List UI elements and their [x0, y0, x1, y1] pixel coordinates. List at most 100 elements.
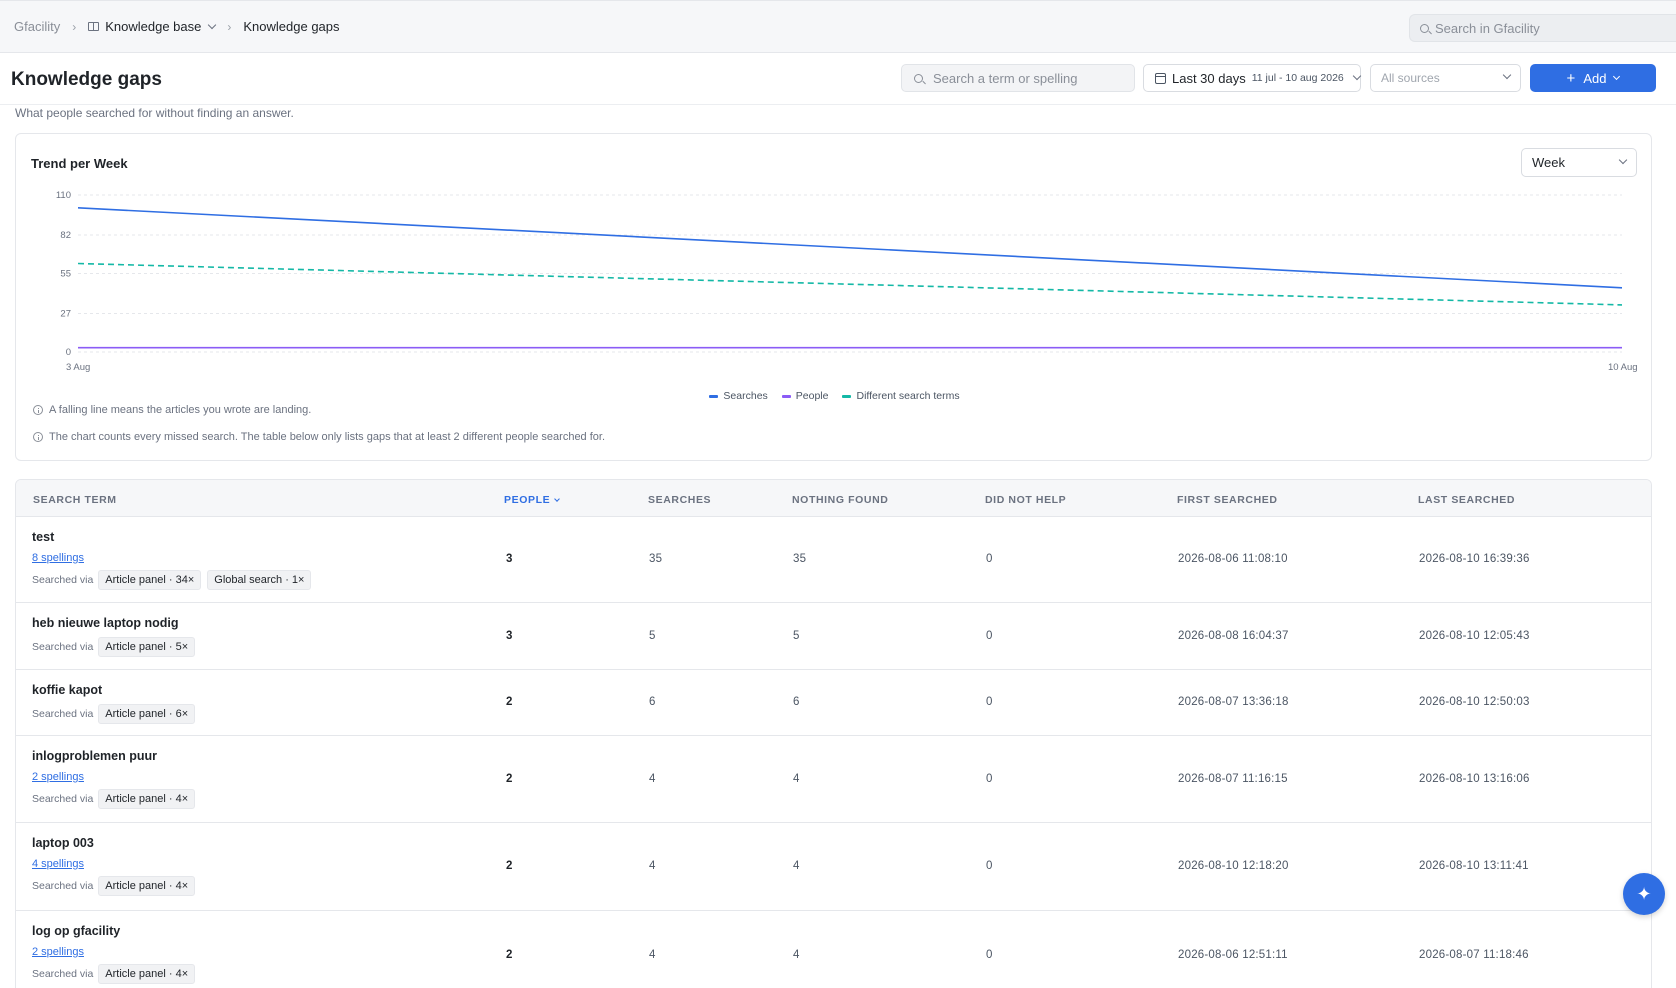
- source-chip: Article panel · 6×: [98, 704, 196, 724]
- spellings-link[interactable]: 2 spellings: [32, 771, 84, 783]
- spellings-link[interactable]: 8 spellings: [32, 552, 84, 564]
- last-searched: 2026-08-10 12:05:43: [1419, 630, 1530, 642]
- searched-via: Searched via Article panel · 4×: [32, 789, 201, 809]
- x-tick-label: 10 Aug: [1608, 362, 1638, 373]
- column-header-people-label: PEOPLE: [504, 494, 551, 506]
- column-header-did-not-help[interactable]: DID NOT HELP: [985, 494, 1067, 506]
- chart-note-2-text: The chart counts every missed search. Th…: [49, 431, 606, 443]
- global-search-input[interactable]: [1435, 20, 1655, 36]
- chart-note-2: The chart counts every missed search. Th…: [33, 431, 605, 443]
- first-searched: 2026-08-08 16:04:37: [1178, 630, 1289, 642]
- granularity-select[interactable]: Week: [1521, 148, 1637, 177]
- searches-count: 4: [649, 949, 656, 961]
- y-tick-label: 27: [60, 308, 71, 319]
- table-row[interactable]: laptop 003 4 spellings Searched via Article…: [16, 823, 1651, 911]
- y-tick-label: 82: [60, 230, 71, 241]
- last-searched: 2026-08-10 16:39:36: [1419, 553, 1530, 565]
- sources-select[interactable]: All sources: [1370, 64, 1521, 92]
- legend-item[interactable]: Searches: [709, 390, 768, 402]
- searched-via-label: Searched via: [32, 708, 94, 720]
- granularity-value: Week: [1532, 155, 1565, 170]
- table-row[interactable]: log op gfacility 2 spellings Searched via A…: [16, 911, 1651, 988]
- searched-via-label: Searched via: [32, 641, 94, 653]
- first-searched: 2026-08-07 11:16:15: [1178, 773, 1288, 785]
- date-range-picker[interactable]: Last 30 days 11 jul - 10 aug 2026: [1143, 64, 1362, 92]
- searched-via-label: Searched via: [32, 880, 94, 892]
- calendar-icon: [1155, 72, 1166, 84]
- searches-count: 5: [649, 630, 656, 642]
- chart-legend: Searches People Different search terms: [16, 390, 1653, 402]
- legend-item[interactable]: People: [781, 390, 828, 402]
- search-icon: [914, 73, 923, 83]
- table-row[interactable]: test 8 spellings Searched via Article panel…: [16, 517, 1651, 603]
- legend-label: Different search terms: [856, 390, 960, 402]
- global-search: [1409, 14, 1676, 42]
- chevron-down-icon: [1613, 72, 1621, 80]
- column-header-nothing-found[interactable]: NOTHING FOUND: [792, 494, 889, 506]
- did-not-help-count: 0: [986, 630, 993, 642]
- last-searched: 2026-08-07 11:18:46: [1419, 949, 1529, 961]
- legend-label: Searches: [723, 390, 768, 402]
- info-icon: [33, 405, 43, 415]
- legend-swatch: [781, 394, 791, 398]
- search-term: test: [32, 530, 55, 544]
- series-line-searches: [77, 207, 1623, 289]
- info-icon: [33, 432, 43, 442]
- first-searched: 2026-08-07 13:36:18: [1178, 696, 1289, 708]
- nothing-found-count: 4: [793, 773, 800, 785]
- legend-item[interactable]: Different search terms: [842, 390, 960, 402]
- did-not-help-count: 0: [986, 949, 993, 961]
- page-header: Knowledge gaps Last 30 days 11 jul - 10 …: [0, 53, 1676, 105]
- chevron-down-icon: [1502, 70, 1512, 80]
- ai-assistant-button[interactable]: ✦: [1623, 873, 1665, 915]
- knowledge-gaps-table: SEARCH TERM PEOPLE SEARCHES NOTHING FOUN…: [15, 479, 1652, 988]
- table-header: SEARCH TERM PEOPLE SEARCHES NOTHING FOUN…: [16, 480, 1651, 517]
- table-row[interactable]: inlogproblemen puur 2 spellings Searched v…: [16, 736, 1651, 823]
- y-tick-label: 110: [56, 190, 71, 201]
- did-not-help-count: 0: [986, 773, 993, 785]
- column-header-first-searched[interactable]: FIRST SEARCHED: [1177, 494, 1278, 506]
- search-term: laptop 003: [32, 836, 94, 850]
- did-not-help-count: 0: [986, 553, 993, 565]
- book-icon: [88, 22, 100, 31]
- last-searched: 2026-08-10 12:50:03: [1419, 696, 1530, 708]
- nothing-found-count: 6: [793, 696, 800, 708]
- breadcrumb-section[interactable]: Knowledge base: [88, 19, 217, 34]
- search-term: heb nieuwe laptop nodig: [32, 616, 179, 630]
- spellings-link[interactable]: 4 spellings: [32, 858, 84, 870]
- trend-chart-card: Trend per Week Week 0 27 55 82 110 3 Aug 10 Au…: [15, 133, 1652, 461]
- y-tick-label: 55: [60, 269, 71, 280]
- source-chip: Global search · 1×: [207, 570, 312, 590]
- last-searched: 2026-08-10 13:11:41: [1419, 860, 1529, 872]
- source-chip: Article panel · 4×: [98, 789, 196, 809]
- column-header-searches[interactable]: SEARCHES: [648, 494, 712, 506]
- add-button[interactable]: + Add: [1530, 64, 1656, 92]
- term-search-input[interactable]: [933, 70, 1123, 86]
- table-row[interactable]: heb nieuwe laptop nodig Searched via Artic…: [16, 603, 1651, 670]
- search-term: koffie kapot: [32, 683, 103, 697]
- search-icon: [1420, 23, 1429, 33]
- search-term: log op gfacility: [32, 924, 121, 938]
- spellings-link[interactable]: 2 spellings: [32, 946, 84, 958]
- people-count: 3: [506, 553, 513, 565]
- date-range-value: 11 jul - 10 aug 2026: [1251, 72, 1344, 84]
- x-tick-label: 3 Aug: [66, 362, 90, 373]
- search-term: inlogproblemen puur: [32, 749, 157, 763]
- searched-via-label: Searched via: [32, 793, 94, 805]
- legend-swatch: [842, 394, 852, 398]
- column-header-people[interactable]: PEOPLE: [504, 494, 561, 506]
- plus-icon: +: [1566, 69, 1576, 87]
- nothing-found-count: 4: [793, 860, 800, 872]
- column-header-last-searched[interactable]: LAST SEARCHED: [1418, 494, 1516, 506]
- breadcrumb: Gfacility › Knowledge base › Knowledge g…: [14, 19, 340, 34]
- legend-swatch: [709, 394, 719, 398]
- date-range-label: Last 30 days: [1172, 70, 1246, 86]
- searched-via: Searched via Article panel · 34× Global se…: [32, 570, 317, 590]
- page-title: Knowledge gaps: [11, 69, 162, 90]
- y-tick-label: 0: [66, 347, 71, 358]
- breadcrumb-root[interactable]: Gfacility: [14, 19, 61, 34]
- table-row[interactable]: koffie kapot Searched via Article panel · …: [16, 670, 1651, 736]
- column-header-term[interactable]: SEARCH TERM: [33, 494, 117, 506]
- searches-count: 4: [649, 773, 656, 785]
- trend-chart: 0 27 55 82 110 3 Aug 10 Aug: [56, 190, 1638, 373]
